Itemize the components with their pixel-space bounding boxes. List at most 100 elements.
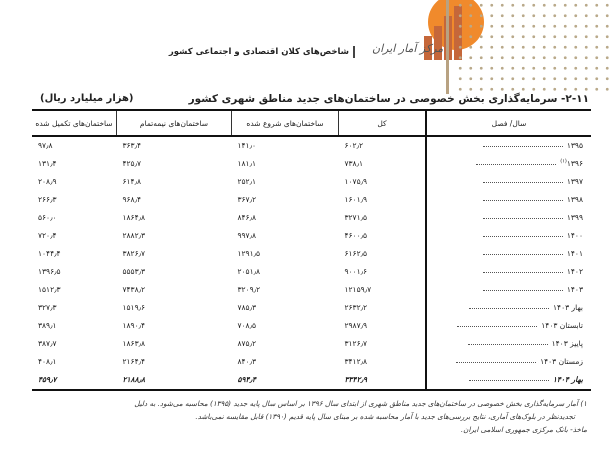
cell-unfinished: ۳۶۳٫۴ [122, 141, 142, 150]
cell-completed: ۱۳۹۶٫۵ [38, 267, 61, 276]
col-header-total: کل [338, 109, 426, 137]
row-label: پاییز ۱۴۰۳ [425, 335, 591, 353]
source-note: ماخذ- بانک مرکزی جمهوری اسلامی ایران. [460, 425, 587, 434]
period-label: پاییز ۱۴۰۳ [551, 339, 583, 348]
footnote-1-cont: تجدیدنظر در بلوک‌های آماری، نتایج بررسی‌… [195, 412, 575, 421]
row-label: ۱۴۰۲ [425, 263, 591, 281]
cell-started: ۱۸۱٫۱ [237, 159, 257, 168]
cell-completed: ۱۵۱۲٫۳ [38, 285, 61, 294]
period-label: ۱۳۹۹ [566, 213, 583, 222]
leader-dots [482, 199, 563, 201]
row-label: تابستان ۱۴۰۳ [425, 317, 591, 335]
period-label: ۱۳۹۷ [566, 177, 583, 186]
cell-completed: ۳۲۷٫۳ [38, 303, 57, 312]
col-header-started: ساختمان‌های شروع شده [231, 109, 339, 137]
cell-total: ۳۴۱۲٫۸ [344, 357, 368, 366]
footnote-1: ۱) آمار سرمایه‌گذاری بخش خصوصی در ساختما… [134, 399, 587, 408]
period-label: زمستان ۱۴۰۳ [540, 357, 583, 366]
table-title: ۲-۱۱- سرمایه‌گذاری بخش خصوصی در ساختمان‌… [188, 93, 589, 105]
period-label: ۱۴۰۰ [566, 231, 583, 240]
cell-total: ۱۰۷۵٫۹ [344, 177, 368, 186]
row-label: ۱۴۰۰ [425, 227, 591, 245]
cell-unfinished: ۳۸۲۶٫۷ [122, 249, 146, 258]
table-row: بهار ۱۴۰۳ ۲۶۳۲٫۲ ۷۸۵٫۳ ۱۵۱۹٫۶ ۳۲۷٫۳ [32, 299, 591, 317]
table-row: ۱۳۹۵ ۶۰۲٫۲ ۱۴۱٫۰ ۳۶۳٫۴ ۹۷٫۸ [32, 136, 591, 155]
leader-dots [482, 181, 563, 183]
cell-unfinished: ۴۲۵٫۷ [122, 159, 142, 168]
footnotes: ۱) آمار سرمایه‌گذاری بخش خصوصی در ساختما… [27, 397, 587, 436]
period-label: ۱۴۰۱ [566, 249, 583, 258]
brand-name: مرکز آمار ایران [372, 42, 444, 55]
col-header-unfinished: ساختمان‌های نیمه‌تمام [116, 109, 232, 137]
row-label: ۱۳۹۷ [425, 173, 591, 191]
table-row: ۱۳۹۸ ۱۶۰۱٫۹ ۳۶۷٫۲ ۹۶۸٫۴ ۲۶۶٫۳ [32, 191, 591, 209]
row-label: زمستان ۱۴۰۳ [425, 353, 591, 371]
leader-dots [482, 145, 563, 147]
header-divider [446, 0, 449, 94]
cell-started: ۵۹۴٫۴ [231, 371, 339, 391]
cell-started: ۸۴۶٫۸ [237, 213, 257, 222]
col-header-period: سال/ فصل [425, 109, 591, 137]
leader-dots [467, 343, 548, 345]
cell-total: ۲۶۳۲٫۲ [344, 303, 368, 312]
cell-total: ۳۱۲۶٫۷ [344, 339, 368, 348]
leader-dots [456, 361, 537, 363]
leader-dots [482, 253, 563, 255]
cell-started: ۲۵۲٫۱ [237, 177, 257, 186]
cell-completed: ۵۶۰٫۰ [38, 213, 57, 222]
cell-total: ۶۱۶۲٫۵ [344, 249, 368, 258]
leader-dots [482, 289, 563, 291]
row-label: ۱۳۹۸ [425, 191, 591, 209]
cell-completed: ۷۲۰٫۴ [38, 231, 57, 240]
period-label: ۱۴۰۲ [566, 267, 583, 276]
row-label: بهار ۱۴۰۳ [425, 299, 591, 317]
cell-unfinished: ۷۴۳۸٫۲ [122, 285, 146, 294]
header-subtitle: شاخص‌های کلان اقتصادی و اجتماعی کشور [169, 46, 355, 58]
cell-unfinished: ۱۵۱۹٫۶ [122, 303, 146, 312]
period-label: تابستان ۱۴۰۳ [541, 321, 583, 330]
cell-total: ۴۶۰۰٫۵ [344, 231, 368, 240]
table-row: ۱۳۹۷ ۱۰۷۵٫۹ ۲۵۲٫۱ ۶۱۴٫۸ ۲۰۸٫۹ [32, 173, 591, 191]
leader-dots [482, 235, 563, 237]
period-label: بهار ۱۴۰۳ [553, 303, 583, 312]
cell-total: ۷۳۸٫۱ [344, 159, 364, 168]
row-label: بهار ۱۴۰۴ [425, 371, 591, 391]
cell-total: ۶۰۲٫۲ [344, 141, 364, 150]
period-label: ۱۳۹۶ [566, 159, 583, 168]
cell-started: ۸۴۰٫۳ [237, 357, 257, 366]
table-row: ۱۳۹۹ ۳۲۷۱٫۵ ۸۴۶٫۸ ۱۸۶۴٫۸ ۵۶۰٫۰ [32, 209, 591, 227]
cell-total: ۹۰۰۱٫۶ [344, 267, 368, 276]
data-table: سال/ فصل کل ساختمان‌های شروع شده ساختمان… [32, 109, 591, 391]
row-label: ۱۳۹۶(۱) [425, 155, 591, 173]
leader-dots [482, 217, 563, 219]
table-row: زمستان ۱۴۰۳ ۳۴۱۲٫۸ ۸۴۰٫۳ ۲۱۶۴٫۴ ۴۰۸٫۱ [32, 353, 591, 371]
table-row: ۱۳۹۶(۱) ۷۳۸٫۱ ۱۸۱٫۱ ۴۲۵٫۷ ۱۳۱٫۴ [32, 155, 591, 173]
cell-unfinished: ۹۶۸٫۴ [122, 195, 142, 204]
cell-started: ۱۲۹۱٫۵ [237, 249, 261, 258]
table-row: ۱۴۰۰ ۴۶۰۰٫۵ ۹۹۷٫۸ ۲۸۸۲٫۳ ۷۲۰٫۴ [32, 227, 591, 245]
table-row: ۱۴۰۲ ۹۰۰۱٫۶ ۲۰۵۱٫۸ ۵۵۵۳٫۳ ۱۳۹۶٫۵ [32, 263, 591, 281]
footnote-marker: (۱) [560, 158, 567, 165]
cell-total: ۲۹۸۷٫۹ [344, 321, 368, 330]
cell-completed: ۴۰۸٫۱ [38, 357, 57, 366]
table-row: پاییز ۱۴۰۳ ۳۱۲۶٫۷ ۸۷۵٫۲ ۱۸۶۳٫۸ ۳۸۷٫۷ [32, 335, 591, 353]
table-row: ۱۴۰۳ ۱۲۱۵۹٫۷ ۳۲۰۹٫۲ ۷۴۳۸٫۲ ۱۵۱۲٫۳ [32, 281, 591, 299]
cell-unfinished: ۲۸۸۲٫۳ [122, 231, 146, 240]
cell-started: ۳۶۷٫۲ [237, 195, 257, 204]
cell-completed: ۹۷٫۸ [38, 141, 53, 150]
cell-unfinished: ۲۱۶۴٫۴ [122, 357, 146, 366]
table-row: تابستان ۱۴۰۳ ۲۹۸۷٫۹ ۷۰۸٫۵ ۱۸۹۰٫۴ ۳۸۹٫۱ [32, 317, 591, 335]
leader-dots [476, 163, 557, 165]
period-label: ۱۴۰۳ [566, 285, 583, 294]
cell-started: ۱۴۱٫۰ [237, 141, 257, 150]
cell-total: ۱۶۰۱٫۹ [344, 195, 368, 204]
cell-started: ۷۸۵٫۳ [237, 303, 257, 312]
period-label: ۱۳۹۸ [566, 195, 583, 204]
row-label: ۱۳۹۹ [425, 209, 591, 227]
table-row: بهار ۱۴۰۴ ۳۳۴۲٫۹ ۵۹۴٫۴ ۲۱۸۸٫۸ ۴۵۹٫۷ [32, 371, 591, 391]
row-label: ۱۴۰۳ [425, 281, 591, 299]
cell-unfinished: ۲۱۸۸٫۸ [116, 371, 232, 391]
cell-unfinished: ۱۸۶۴٫۸ [122, 213, 146, 222]
leader-dots [469, 307, 550, 309]
cell-unfinished: ۵۵۵۳٫۳ [122, 267, 146, 276]
